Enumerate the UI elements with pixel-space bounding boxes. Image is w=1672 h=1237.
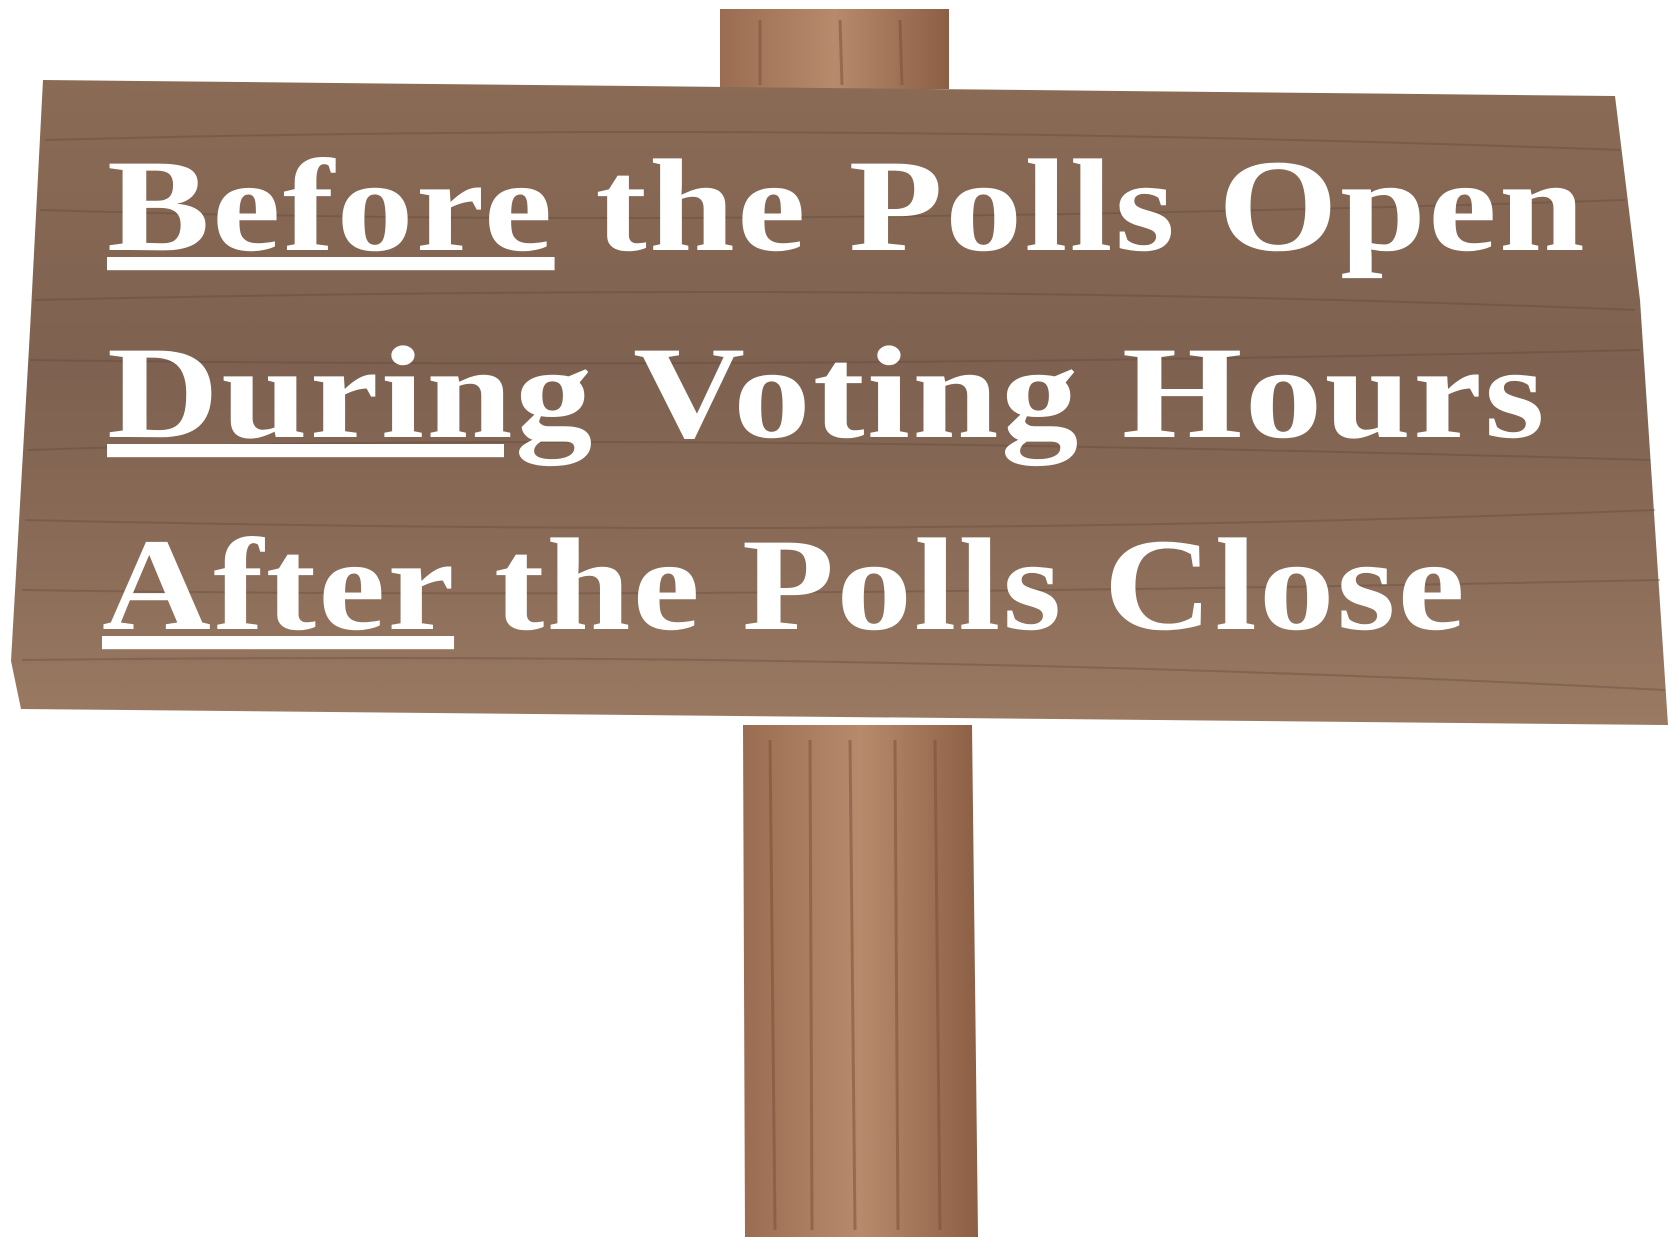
line-rest: the Polls Open xyxy=(595,132,1587,279)
sign-scene: Before the Polls Open During Voting Hour… xyxy=(0,0,1672,1237)
sign-line: During Voting Hours xyxy=(107,319,1547,466)
underlined-word: During xyxy=(107,319,595,466)
sign-text: Before the Polls Open During Voting Hour… xyxy=(102,132,1587,658)
page: Before the Polls Open During Voting Hour… xyxy=(0,0,1672,1237)
underlined-word: After xyxy=(102,511,454,658)
sign-line: Before the Polls Open xyxy=(107,132,1587,279)
underlined-word: Before xyxy=(107,132,555,279)
post-top xyxy=(720,9,949,89)
line-rest: the Polls Close xyxy=(494,511,1467,658)
post-bottom xyxy=(743,725,978,1237)
sign-line: After the Polls Close xyxy=(102,511,1467,658)
line-rest: Voting Hours xyxy=(633,319,1547,466)
